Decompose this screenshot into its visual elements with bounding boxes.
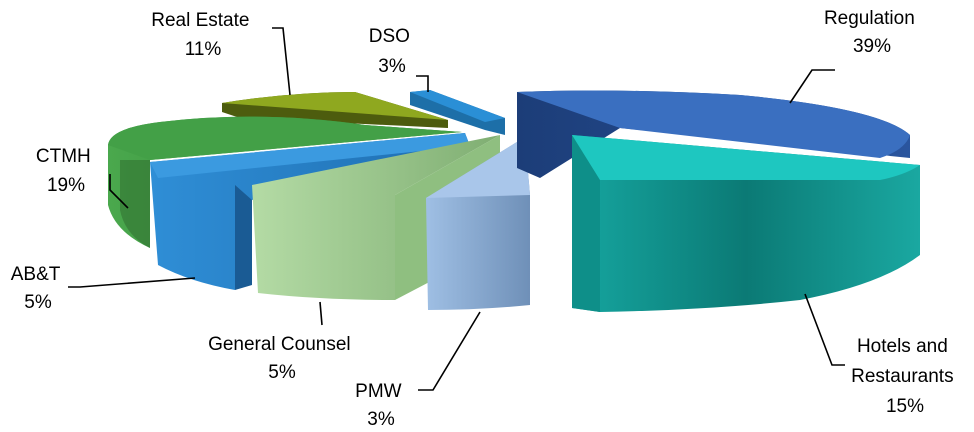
data-label-regulation: Regulation 39% bbox=[824, 8, 920, 57]
leader-line-ctmh bbox=[109, 174, 129, 209]
data-label-dso: DSO 3% bbox=[369, 26, 415, 77]
data-label-hotels-and-restaurants: Hotels and Restaurants 15% bbox=[851, 336, 959, 417]
data-label-pmw: PMW 3% bbox=[355, 381, 407, 430]
leader-line-abt bbox=[68, 277, 196, 288]
pie-slice-hotels-and-restaurants bbox=[572, 135, 920, 312]
pie-slice-ctmh bbox=[108, 116, 462, 249]
leader-line-hotels-and-restaurants bbox=[804, 293, 845, 366]
pie-slice-regulation bbox=[517, 90, 910, 178]
data-labels: Regulation 39% Hotels and Restaurants 15… bbox=[11, 8, 959, 430]
pie-slice-pmw bbox=[426, 137, 530, 310]
leader-lines bbox=[68, 27, 845, 391]
pie-slice-abt bbox=[150, 133, 470, 290]
leader-line-dso bbox=[416, 75, 429, 92]
data-label-abt: AB&T 5% bbox=[11, 264, 66, 313]
leader-line-general-counsel bbox=[319, 301, 323, 326]
data-label-general-counsel: General Counsel 5% bbox=[208, 334, 356, 383]
data-label-real-estate: Real Estate 11% bbox=[151, 10, 255, 60]
leader-line-pmw bbox=[418, 311, 481, 391]
data-label-ctmh: CTMH 19% bbox=[36, 146, 96, 196]
pie-slice-dso bbox=[410, 90, 505, 135]
leader-line-regulation bbox=[789, 69, 835, 104]
leader-line-real-estate bbox=[272, 27, 291, 96]
